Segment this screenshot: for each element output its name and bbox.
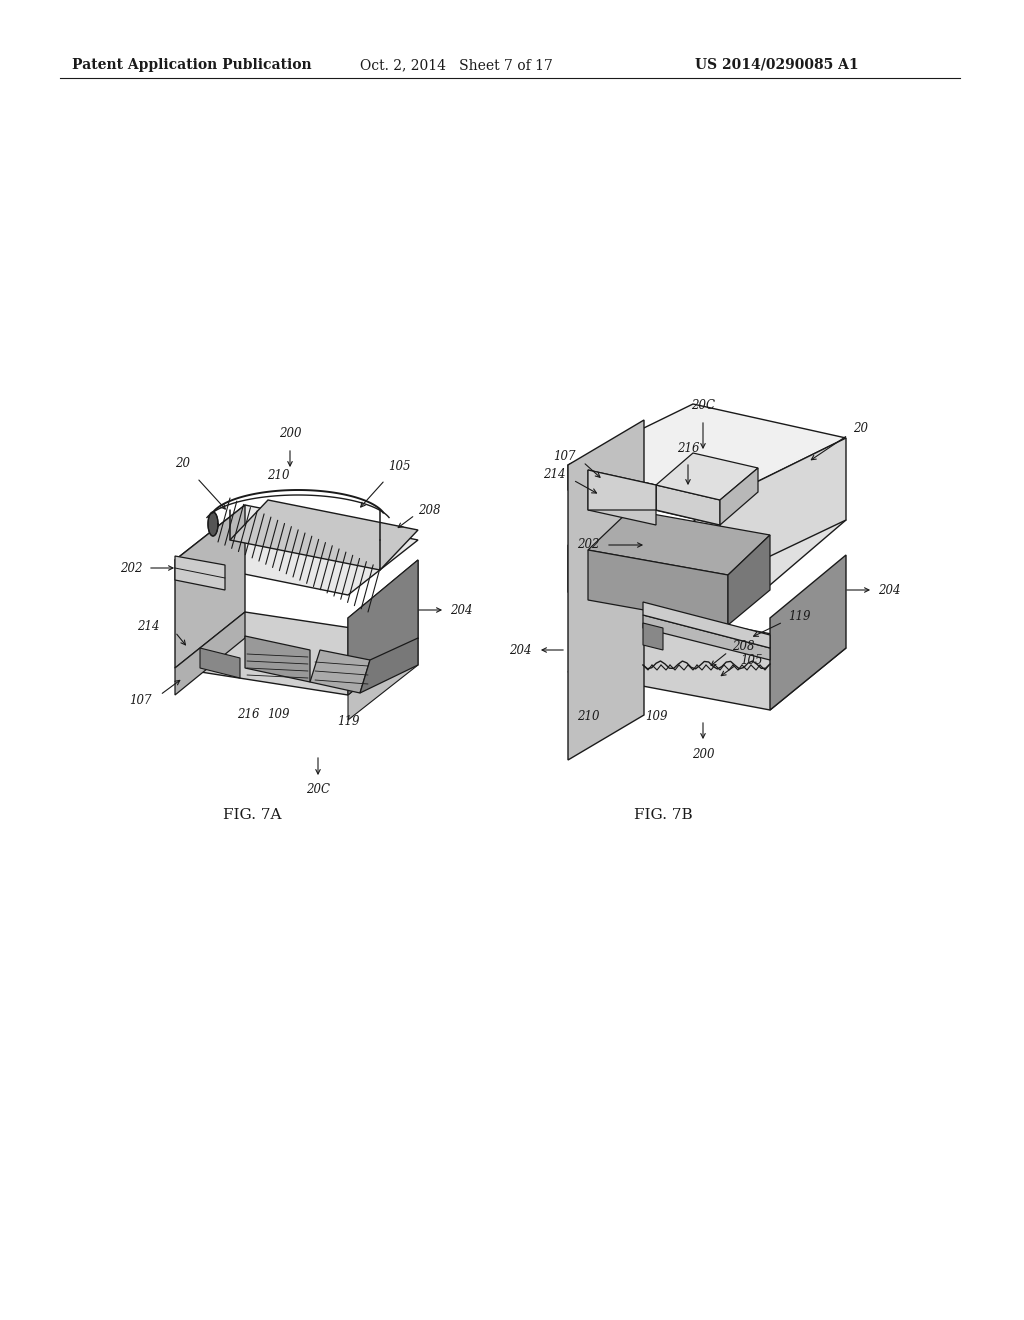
Text: 216: 216 — [677, 442, 699, 455]
Polygon shape — [208, 512, 218, 536]
Polygon shape — [568, 420, 644, 760]
Text: 208: 208 — [732, 639, 755, 652]
Text: 105: 105 — [388, 459, 411, 473]
Text: 200: 200 — [279, 426, 301, 440]
Text: 208: 208 — [418, 503, 440, 516]
Text: 20: 20 — [175, 457, 190, 470]
Polygon shape — [643, 500, 846, 585]
Polygon shape — [175, 556, 225, 590]
Polygon shape — [643, 602, 770, 648]
Polygon shape — [588, 470, 656, 510]
Polygon shape — [348, 560, 418, 696]
Polygon shape — [588, 470, 656, 525]
Polygon shape — [720, 469, 758, 525]
Text: 214: 214 — [137, 620, 160, 634]
Text: 210: 210 — [577, 710, 599, 723]
Polygon shape — [728, 535, 770, 624]
Polygon shape — [175, 506, 418, 595]
Text: 210: 210 — [266, 469, 289, 482]
Polygon shape — [588, 510, 770, 576]
Text: 216: 216 — [237, 708, 259, 721]
Text: 20: 20 — [853, 421, 868, 434]
Polygon shape — [643, 615, 770, 660]
Polygon shape — [175, 506, 245, 668]
Polygon shape — [656, 484, 720, 525]
Polygon shape — [588, 550, 728, 624]
Text: Oct. 2, 2014   Sheet 7 of 17: Oct. 2, 2014 Sheet 7 of 17 — [360, 58, 553, 73]
Text: 107: 107 — [129, 693, 152, 706]
Text: FIG. 7B: FIG. 7B — [634, 808, 692, 822]
Polygon shape — [200, 648, 240, 678]
Polygon shape — [245, 636, 310, 682]
Polygon shape — [720, 438, 846, 579]
Polygon shape — [568, 404, 846, 500]
Text: 20C: 20C — [306, 783, 330, 796]
Text: 109: 109 — [266, 708, 289, 721]
Polygon shape — [770, 554, 846, 710]
Polygon shape — [656, 453, 758, 500]
Text: 20C: 20C — [691, 399, 715, 412]
Polygon shape — [175, 612, 245, 696]
Polygon shape — [230, 500, 418, 570]
Text: 204: 204 — [450, 603, 472, 616]
Text: 200: 200 — [692, 748, 715, 762]
Text: 119: 119 — [788, 610, 811, 623]
Polygon shape — [568, 610, 846, 710]
Text: 109: 109 — [645, 710, 668, 723]
Polygon shape — [360, 638, 418, 693]
Text: 202: 202 — [121, 561, 143, 574]
Text: US 2014/0290085 A1: US 2014/0290085 A1 — [695, 58, 859, 73]
Text: Patent Application Publication: Patent Application Publication — [72, 58, 311, 73]
Polygon shape — [175, 612, 418, 696]
Polygon shape — [348, 638, 418, 719]
Polygon shape — [348, 560, 418, 696]
Text: 214: 214 — [544, 469, 566, 482]
Polygon shape — [310, 649, 370, 693]
Text: 202: 202 — [578, 539, 600, 552]
Text: 204: 204 — [878, 583, 900, 597]
Text: 119: 119 — [337, 715, 359, 729]
Text: 204: 204 — [510, 644, 532, 656]
Polygon shape — [643, 623, 663, 649]
Polygon shape — [568, 545, 643, 610]
Text: FIG. 7A: FIG. 7A — [223, 808, 282, 822]
Text: 107: 107 — [554, 450, 575, 462]
Polygon shape — [568, 465, 720, 525]
Text: 105: 105 — [740, 653, 763, 667]
